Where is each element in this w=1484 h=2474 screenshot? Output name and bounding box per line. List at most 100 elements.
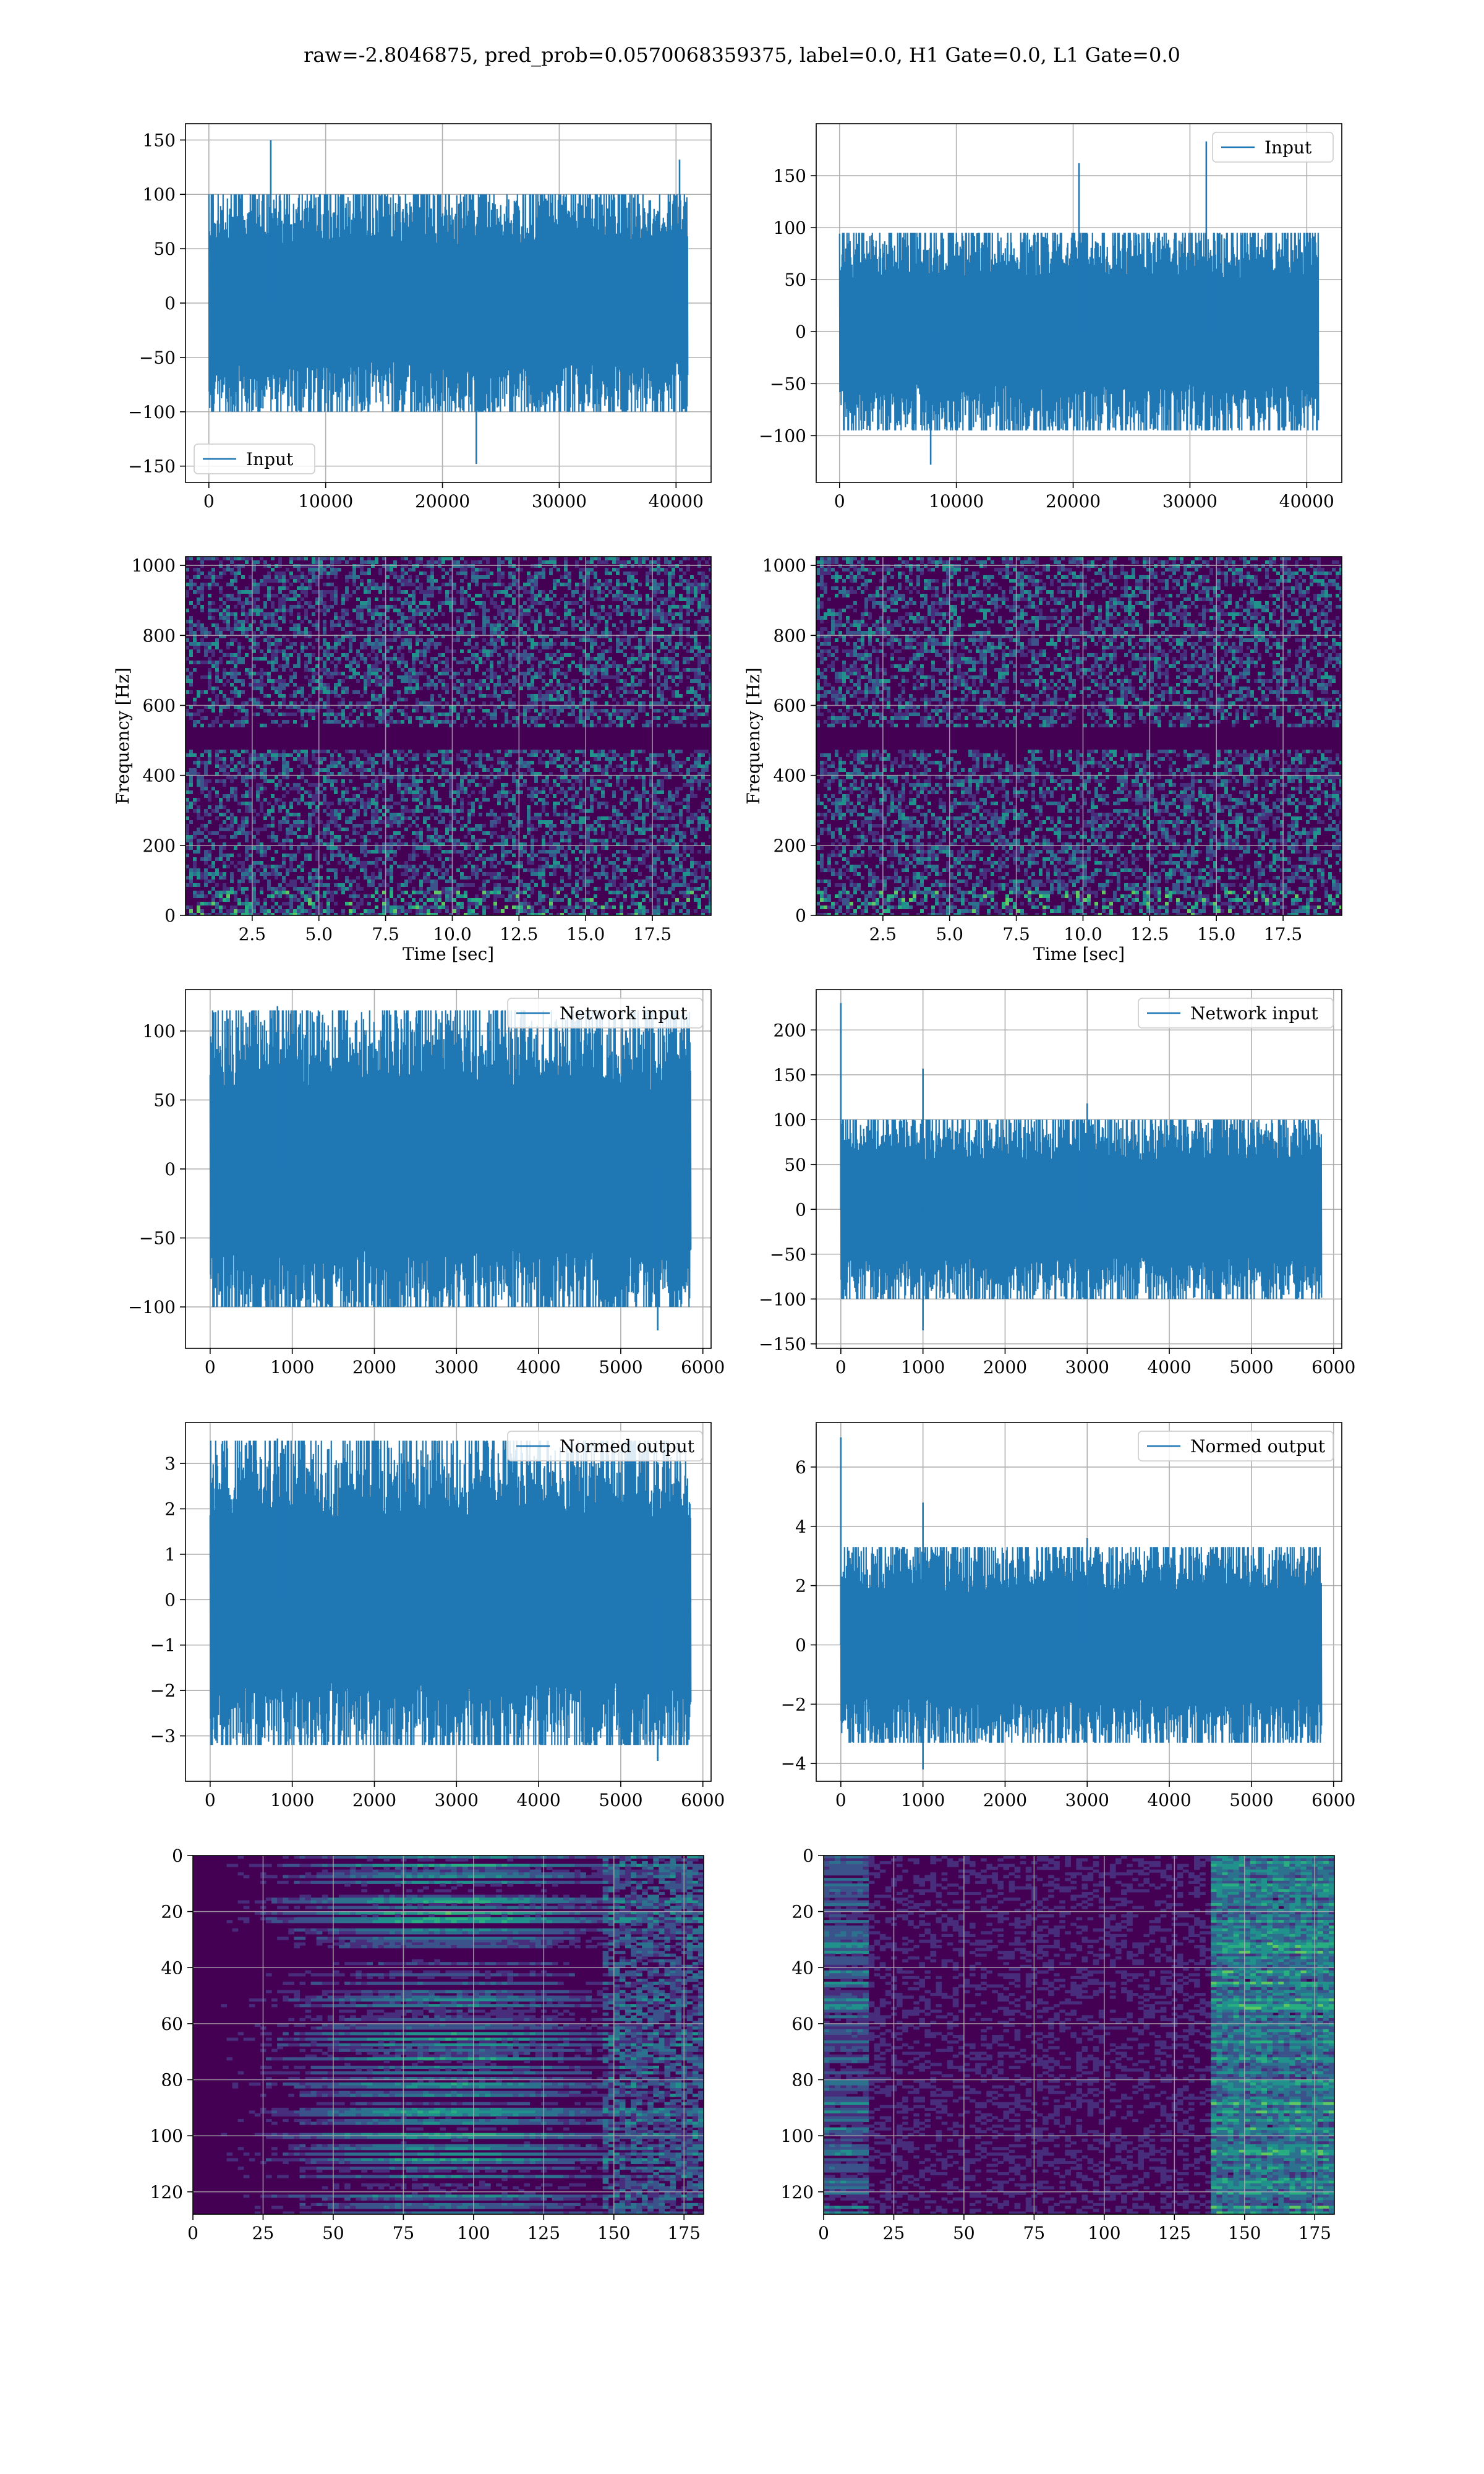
heatmap-cell [519,642,523,646]
heatmap-cell [623,828,627,831]
heatmap-cell [434,612,438,616]
heatmap-cell [241,620,245,623]
heatmap-cell [404,753,408,757]
heatmap-cell [404,687,408,690]
heatmap-cell [416,816,419,820]
heatmap-cell [419,571,423,575]
heatmap-cell [497,679,501,683]
heatmap-cell [430,713,434,716]
heatmap-cell [597,757,601,761]
heatmap-cell [215,772,219,776]
heatmap-cell [301,701,304,705]
heatmap-cell [683,668,686,672]
heatmap-cell [642,627,646,631]
heatmap-cell [697,661,701,664]
heatmap-cell [631,683,634,687]
heatmap-cell [330,761,334,764]
heatmap-cell [241,564,245,568]
heatmap-cell [349,820,352,824]
heatmap-cell [683,597,686,601]
heatmap-cell [538,820,542,824]
heatmap-cell [401,653,404,657]
heatmap-cell [401,698,404,701]
heatmap-cell [378,675,382,679]
heatmap-cell [256,635,260,638]
heatmap-cell [256,560,260,564]
heatmap-cell [275,646,278,649]
heatmap-cell [393,813,397,816]
heatmap-cell [341,557,345,560]
heatmap-cell [323,809,326,813]
heatmap-cell [508,668,512,672]
heatmap-cell [434,828,438,831]
heatmap-cell [657,583,660,586]
heatmap-cell [690,713,694,716]
heatmap-cell [312,646,315,649]
heatmap-cell [564,824,568,828]
heatmap-cell [289,627,293,631]
heatmap-cell [263,612,267,616]
heatmap-cell [427,586,430,590]
heatmap-cell [657,802,660,805]
heatmap-cell [375,605,378,609]
heatmap-cell [375,805,378,809]
heatmap-cell [356,661,360,664]
heatmap-cell [423,764,427,768]
heatmap-cell [490,694,493,698]
heatmap-cell [623,623,627,627]
heatmap-cell [364,683,367,687]
heatmap-cell [260,557,263,560]
heatmap-cell [364,605,367,609]
heatmap-cell [408,824,412,828]
heatmap-cell [245,620,249,623]
heatmap-cell [623,753,627,757]
heatmap-cell [482,768,486,772]
heatmap-cell [423,664,427,668]
heatmap-cell [193,583,197,586]
heatmap-cell [237,627,241,631]
heatmap-cell [623,798,627,802]
heatmap-cell [378,716,382,720]
heatmap-cell [230,683,234,687]
heatmap-cell [364,642,367,646]
heatmap-cell [219,571,223,575]
heatmap-cell [382,720,386,724]
heatmap-cell [560,657,564,661]
heatmap-cell [664,772,668,776]
heatmap-cell [475,571,479,575]
heatmap-cell [471,646,475,649]
heatmap-cell [553,716,556,720]
heatmap-cell [449,787,453,790]
heatmap-cell [375,612,378,616]
heatmap-cell [360,620,364,623]
heatmap-cell [304,675,308,679]
heatmap-cell [386,616,390,620]
heatmap-cell [226,568,230,571]
heatmap-cell [208,616,211,620]
heatmap-cell [501,683,505,687]
heatmap-cell [275,720,278,724]
heatmap-cell [416,701,419,705]
heatmap-cell [449,583,453,586]
heatmap-cell [416,579,419,583]
heatmap-cell [189,653,193,657]
heatmap-cell [208,687,211,690]
heatmap-cell [594,642,597,646]
heatmap-cell [493,616,497,620]
heatmap-cell [590,557,594,560]
heatmap-cell [230,794,234,798]
heatmap-cell [271,753,275,757]
heatmap-cell [260,649,263,653]
heatmap-cell [660,787,664,790]
heatmap-cell [545,653,549,657]
heatmap-cell [245,716,249,720]
heatmap-cell [208,668,211,672]
heatmap-cell [256,586,260,590]
heatmap-cell [549,820,553,824]
heatmap-cell [564,646,568,649]
heatmap-cell [631,597,634,601]
heatmap-cell [263,694,267,698]
heatmap-cell [612,609,616,612]
heatmap-cell [631,586,634,590]
heatmap-cell [334,657,338,661]
